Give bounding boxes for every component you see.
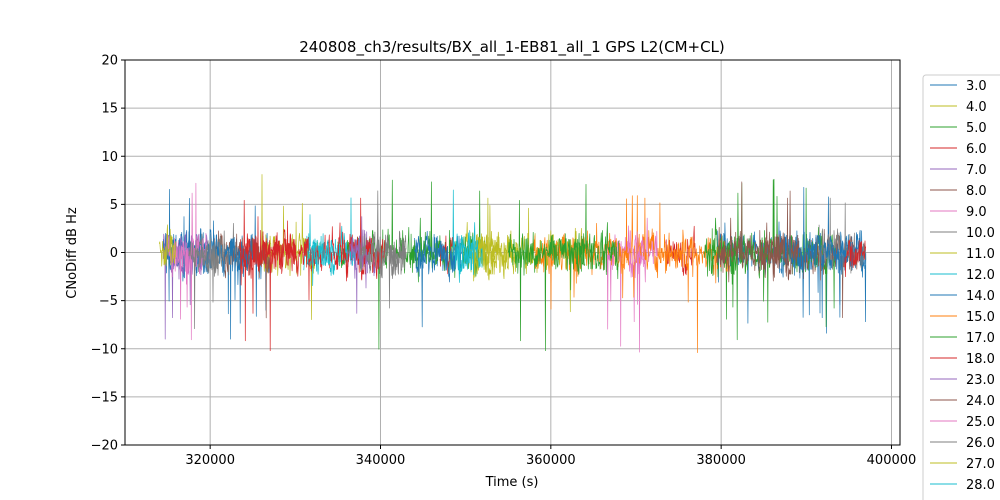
legend-label: 28.0	[966, 478, 995, 493]
legend-label: 26.0	[966, 436, 995, 451]
series-line	[188, 238, 223, 330]
legend-label: 27.0	[966, 457, 995, 472]
y-axis-label: CNoDiff dB Hz	[65, 207, 80, 299]
series-line	[452, 189, 479, 275]
series-26.0	[188, 230, 407, 330]
legend-label: 8.0	[966, 184, 987, 199]
series-24.0	[716, 181, 799, 283]
chart-title: 240808_ch3/results/BX_all_1-EB81_all_1 G…	[299, 38, 725, 57]
x-tick-label: 360000	[526, 453, 576, 468]
legend-box	[922, 74, 1000, 500]
legend-label: 9.0	[966, 205, 987, 220]
series-line	[158, 224, 177, 267]
legend-label: 25.0	[966, 415, 995, 430]
y-tick-label: 0	[110, 246, 118, 261]
legend-label: 14.0	[966, 289, 995, 304]
y-tick-label: 5	[110, 198, 118, 213]
series-28.0	[307, 189, 479, 286]
legend-label: 11.0	[966, 247, 995, 262]
legend-label: 4.0	[966, 100, 987, 115]
legend-label: 3.0	[966, 79, 987, 94]
legend-label: 5.0	[966, 121, 987, 136]
y-tick-label: 10	[101, 150, 118, 165]
legend-label: 15.0	[966, 310, 995, 325]
series-line	[665, 225, 696, 276]
series-line	[358, 230, 407, 309]
plot-area	[158, 174, 867, 353]
series-line	[576, 183, 620, 280]
x-tick-label: 320000	[185, 453, 235, 468]
legend-label: 24.0	[966, 394, 995, 409]
x-tick-label: 340000	[356, 453, 406, 468]
y-tick-label: −15	[91, 390, 118, 405]
series-line	[844, 239, 867, 278]
legend-label: 23.0	[966, 373, 995, 388]
legend-label: 10.0	[966, 226, 995, 241]
legend-label: 7.0	[966, 163, 987, 178]
y-tick-label: 15	[101, 102, 118, 117]
y-tick-label: −10	[91, 342, 118, 357]
y-tick-label: 20	[101, 54, 118, 69]
x-axis-label: Time (s)	[485, 475, 539, 490]
legend-label: 18.0	[966, 352, 995, 367]
legend: 3.0 4.0 5.0 6.0 7.0 8.0 9.0 10.0 11.0 12.0 14.0 15.…	[922, 74, 1000, 500]
legend-label: 12.0	[966, 268, 995, 283]
y-tick-label: −5	[99, 294, 118, 309]
series-line	[473, 205, 496, 275]
legend-label: 6.0	[966, 142, 987, 157]
series-27.0	[158, 205, 496, 275]
x-tick-label: 380000	[696, 453, 746, 468]
axis-ticks: 320000 340000 360000 380000 400000 −20 −15 −10 −…	[91, 54, 917, 469]
legend-label: 17.0	[966, 331, 995, 346]
series-line	[627, 225, 645, 305]
series-line	[307, 214, 334, 286]
series-line	[507, 199, 586, 352]
x-tick-label: 400000	[867, 453, 917, 468]
y-tick-label: −20	[91, 439, 118, 454]
series-line	[716, 181, 799, 283]
